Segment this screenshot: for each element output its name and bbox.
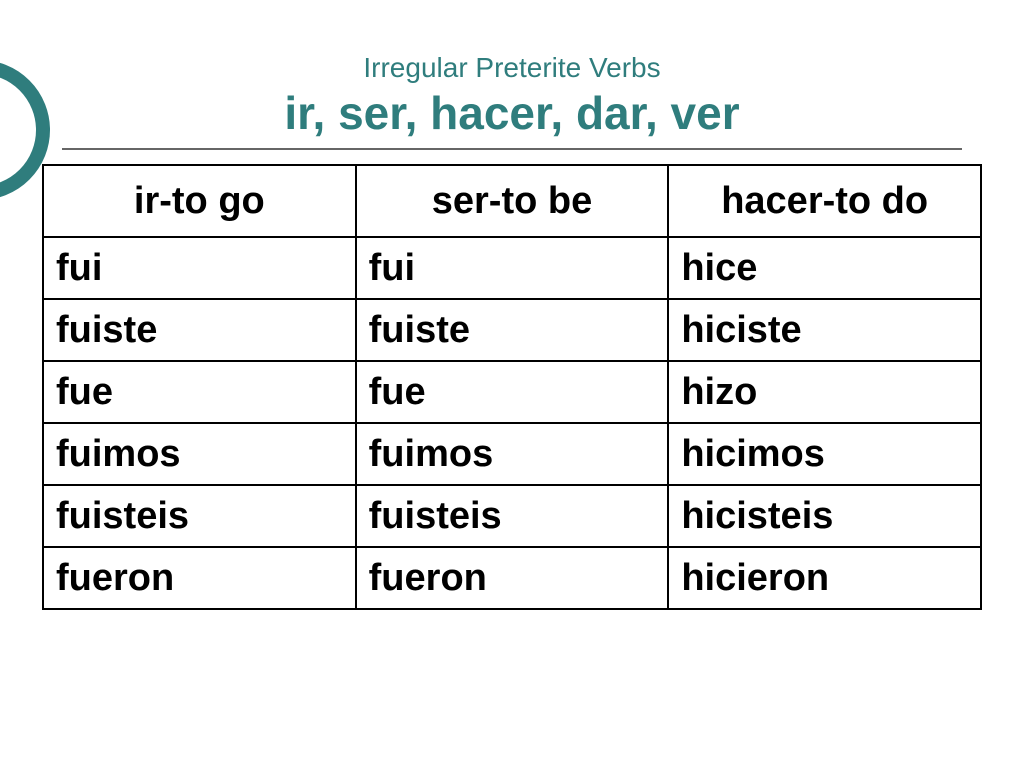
table-cell: hice (668, 237, 981, 299)
table-cell: fui (43, 237, 356, 299)
table-cell: fuimos (356, 423, 669, 485)
table-cell: fue (43, 361, 356, 423)
table-cell: fuiste (43, 299, 356, 361)
table-header-row: ir-to go ser-to be hacer-to do (43, 165, 981, 237)
table-cell: fuisteis (43, 485, 356, 547)
verb-conjugation-table: ir-to go ser-to be hacer-to do fui fui h… (42, 164, 982, 610)
table-cell: fuisteis (356, 485, 669, 547)
table-cell: fue (356, 361, 669, 423)
column-header: ser-to be (356, 165, 669, 237)
table-row: fuisteis fuisteis hicisteis (43, 485, 981, 547)
title-underline (62, 148, 962, 150)
slide-header: Irregular Preterite Verbs ir, ser, hacer… (0, 0, 1024, 150)
column-header: hacer-to do (668, 165, 981, 237)
table-cell: fuiste (356, 299, 669, 361)
table-row: fuimos fuimos hicimos (43, 423, 981, 485)
table-cell: hicieron (668, 547, 981, 609)
table-cell: fui (356, 237, 669, 299)
table-cell: fueron (356, 547, 669, 609)
column-header: ir-to go (43, 165, 356, 237)
slide-title: ir, ser, hacer, dar, ver (0, 86, 1024, 140)
table-cell: fuimos (43, 423, 356, 485)
table-cell: fueron (43, 547, 356, 609)
table-cell: hizo (668, 361, 981, 423)
table-row: fuiste fuiste hiciste (43, 299, 981, 361)
table-cell: hiciste (668, 299, 981, 361)
table-row: fueron fueron hicieron (43, 547, 981, 609)
slide-subtitle: Irregular Preterite Verbs (0, 52, 1024, 84)
table-row: fui fui hice (43, 237, 981, 299)
table-cell: hicisteis (668, 485, 981, 547)
table-row: fue fue hizo (43, 361, 981, 423)
table-cell: hicimos (668, 423, 981, 485)
